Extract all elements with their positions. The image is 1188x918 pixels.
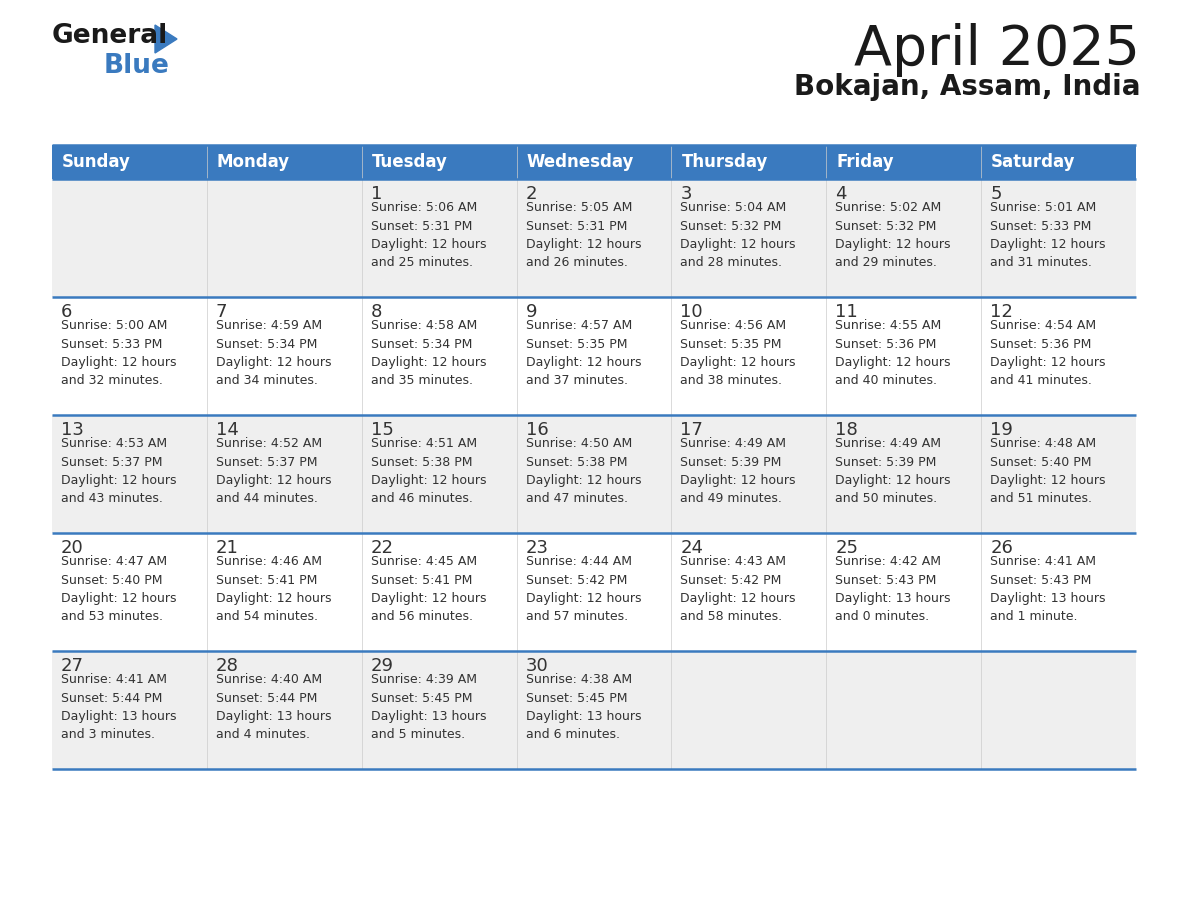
Text: Sunrise: 5:04 AM
Sunset: 5:32 PM
Daylight: 12 hours
and 28 minutes.: Sunrise: 5:04 AM Sunset: 5:32 PM Dayligh…: [681, 201, 796, 270]
Text: Sunrise: 4:39 AM
Sunset: 5:45 PM
Daylight: 13 hours
and 5 minutes.: Sunrise: 4:39 AM Sunset: 5:45 PM Dayligh…: [371, 673, 486, 742]
Bar: [52, 533, 1136, 651]
Text: Sunrise: 5:02 AM
Sunset: 5:32 PM
Daylight: 12 hours
and 29 minutes.: Sunrise: 5:02 AM Sunset: 5:32 PM Dayligh…: [835, 201, 950, 270]
Text: Sunrise: 4:51 AM
Sunset: 5:38 PM
Daylight: 12 hours
and 46 minutes.: Sunrise: 4:51 AM Sunset: 5:38 PM Dayligh…: [371, 437, 486, 506]
Text: 19: 19: [990, 421, 1013, 439]
Text: 24: 24: [681, 539, 703, 557]
Text: 26: 26: [990, 539, 1013, 557]
Text: Sunrise: 4:45 AM
Sunset: 5:41 PM
Daylight: 12 hours
and 56 minutes.: Sunrise: 4:45 AM Sunset: 5:41 PM Dayligh…: [371, 555, 486, 623]
Bar: [52, 297, 1136, 415]
Text: 7: 7: [216, 303, 227, 321]
Text: 13: 13: [61, 421, 84, 439]
Text: 22: 22: [371, 539, 393, 557]
Bar: [981, 145, 1136, 179]
Text: 29: 29: [371, 657, 393, 675]
Text: Sunrise: 4:48 AM
Sunset: 5:40 PM
Daylight: 12 hours
and 51 minutes.: Sunrise: 4:48 AM Sunset: 5:40 PM Dayligh…: [990, 437, 1106, 506]
Text: Blue: Blue: [105, 53, 170, 79]
Text: Sunrise: 4:46 AM
Sunset: 5:41 PM
Daylight: 12 hours
and 54 minutes.: Sunrise: 4:46 AM Sunset: 5:41 PM Dayligh…: [216, 555, 331, 623]
Text: Sunrise: 4:43 AM
Sunset: 5:42 PM
Daylight: 12 hours
and 58 minutes.: Sunrise: 4:43 AM Sunset: 5:42 PM Dayligh…: [681, 555, 796, 623]
Text: Sunday: Sunday: [62, 153, 131, 171]
Text: Thursday: Thursday: [682, 153, 767, 171]
Text: 27: 27: [61, 657, 84, 675]
Text: 15: 15: [371, 421, 393, 439]
Text: 21: 21: [216, 539, 239, 557]
Text: Sunrise: 4:40 AM
Sunset: 5:44 PM
Daylight: 13 hours
and 4 minutes.: Sunrise: 4:40 AM Sunset: 5:44 PM Dayligh…: [216, 673, 331, 742]
Text: 1: 1: [371, 185, 383, 203]
Bar: [827, 145, 981, 179]
Text: Monday: Monday: [217, 153, 290, 171]
Text: Sunrise: 4:44 AM
Sunset: 5:42 PM
Daylight: 12 hours
and 57 minutes.: Sunrise: 4:44 AM Sunset: 5:42 PM Dayligh…: [525, 555, 642, 623]
Text: Sunrise: 4:50 AM
Sunset: 5:38 PM
Daylight: 12 hours
and 47 minutes.: Sunrise: 4:50 AM Sunset: 5:38 PM Dayligh…: [525, 437, 642, 506]
Text: 9: 9: [525, 303, 537, 321]
Text: 12: 12: [990, 303, 1013, 321]
Text: Sunrise: 4:49 AM
Sunset: 5:39 PM
Daylight: 12 hours
and 50 minutes.: Sunrise: 4:49 AM Sunset: 5:39 PM Dayligh…: [835, 437, 950, 506]
Text: 10: 10: [681, 303, 703, 321]
Text: Sunrise: 5:00 AM
Sunset: 5:33 PM
Daylight: 12 hours
and 32 minutes.: Sunrise: 5:00 AM Sunset: 5:33 PM Dayligh…: [61, 319, 177, 387]
Bar: [517, 145, 671, 179]
Text: Sunrise: 4:53 AM
Sunset: 5:37 PM
Daylight: 12 hours
and 43 minutes.: Sunrise: 4:53 AM Sunset: 5:37 PM Dayligh…: [61, 437, 177, 506]
Text: Friday: Friday: [836, 153, 893, 171]
Text: Sunrise: 4:49 AM
Sunset: 5:39 PM
Daylight: 12 hours
and 49 minutes.: Sunrise: 4:49 AM Sunset: 5:39 PM Dayligh…: [681, 437, 796, 506]
Text: Sunrise: 4:41 AM
Sunset: 5:44 PM
Daylight: 13 hours
and 3 minutes.: Sunrise: 4:41 AM Sunset: 5:44 PM Dayligh…: [61, 673, 177, 742]
Text: 28: 28: [216, 657, 239, 675]
Text: Sunrise: 5:06 AM
Sunset: 5:31 PM
Daylight: 12 hours
and 25 minutes.: Sunrise: 5:06 AM Sunset: 5:31 PM Dayligh…: [371, 201, 486, 270]
Text: 5: 5: [990, 185, 1001, 203]
Text: 2: 2: [525, 185, 537, 203]
Bar: [361, 145, 517, 179]
Text: 20: 20: [61, 539, 83, 557]
Text: Sunrise: 4:54 AM
Sunset: 5:36 PM
Daylight: 12 hours
and 41 minutes.: Sunrise: 4:54 AM Sunset: 5:36 PM Dayligh…: [990, 319, 1106, 387]
Text: 16: 16: [525, 421, 549, 439]
Text: 30: 30: [525, 657, 549, 675]
Text: 3: 3: [681, 185, 691, 203]
Text: 11: 11: [835, 303, 858, 321]
Text: Sunrise: 4:59 AM
Sunset: 5:34 PM
Daylight: 12 hours
and 34 minutes.: Sunrise: 4:59 AM Sunset: 5:34 PM Dayligh…: [216, 319, 331, 387]
Text: 14: 14: [216, 421, 239, 439]
Bar: [52, 651, 1136, 769]
Text: 23: 23: [525, 539, 549, 557]
Text: Sunrise: 5:05 AM
Sunset: 5:31 PM
Daylight: 12 hours
and 26 minutes.: Sunrise: 5:05 AM Sunset: 5:31 PM Dayligh…: [525, 201, 642, 270]
Text: Sunrise: 4:42 AM
Sunset: 5:43 PM
Daylight: 13 hours
and 0 minutes.: Sunrise: 4:42 AM Sunset: 5:43 PM Dayligh…: [835, 555, 950, 623]
Text: Sunrise: 4:38 AM
Sunset: 5:45 PM
Daylight: 13 hours
and 6 minutes.: Sunrise: 4:38 AM Sunset: 5:45 PM Dayligh…: [525, 673, 642, 742]
Text: Sunrise: 4:41 AM
Sunset: 5:43 PM
Daylight: 13 hours
and 1 minute.: Sunrise: 4:41 AM Sunset: 5:43 PM Dayligh…: [990, 555, 1106, 623]
Text: Bokajan, Assam, India: Bokajan, Assam, India: [794, 73, 1140, 101]
Bar: [52, 179, 1136, 297]
Text: 4: 4: [835, 185, 847, 203]
Text: 17: 17: [681, 421, 703, 439]
Text: 18: 18: [835, 421, 858, 439]
Text: Sunrise: 5:01 AM
Sunset: 5:33 PM
Daylight: 12 hours
and 31 minutes.: Sunrise: 5:01 AM Sunset: 5:33 PM Dayligh…: [990, 201, 1106, 270]
Polygon shape: [154, 25, 177, 53]
Bar: [52, 145, 207, 179]
Text: Sunrise: 4:56 AM
Sunset: 5:35 PM
Daylight: 12 hours
and 38 minutes.: Sunrise: 4:56 AM Sunset: 5:35 PM Dayligh…: [681, 319, 796, 387]
Text: General: General: [52, 23, 169, 49]
Bar: [207, 145, 361, 179]
Text: Sunrise: 4:47 AM
Sunset: 5:40 PM
Daylight: 12 hours
and 53 minutes.: Sunrise: 4:47 AM Sunset: 5:40 PM Dayligh…: [61, 555, 177, 623]
Text: Tuesday: Tuesday: [372, 153, 448, 171]
Text: Sunrise: 4:55 AM
Sunset: 5:36 PM
Daylight: 12 hours
and 40 minutes.: Sunrise: 4:55 AM Sunset: 5:36 PM Dayligh…: [835, 319, 950, 387]
Text: 6: 6: [61, 303, 72, 321]
Text: Wednesday: Wednesday: [526, 153, 634, 171]
Text: Sunrise: 4:52 AM
Sunset: 5:37 PM
Daylight: 12 hours
and 44 minutes.: Sunrise: 4:52 AM Sunset: 5:37 PM Dayligh…: [216, 437, 331, 506]
Text: 8: 8: [371, 303, 383, 321]
Text: Sunrise: 4:57 AM
Sunset: 5:35 PM
Daylight: 12 hours
and 37 minutes.: Sunrise: 4:57 AM Sunset: 5:35 PM Dayligh…: [525, 319, 642, 387]
Text: 25: 25: [835, 539, 858, 557]
Text: Sunrise: 4:58 AM
Sunset: 5:34 PM
Daylight: 12 hours
and 35 minutes.: Sunrise: 4:58 AM Sunset: 5:34 PM Dayligh…: [371, 319, 486, 387]
Bar: [52, 415, 1136, 533]
Text: April 2025: April 2025: [854, 23, 1140, 77]
Bar: [671, 145, 827, 179]
Text: Saturday: Saturday: [991, 153, 1075, 171]
